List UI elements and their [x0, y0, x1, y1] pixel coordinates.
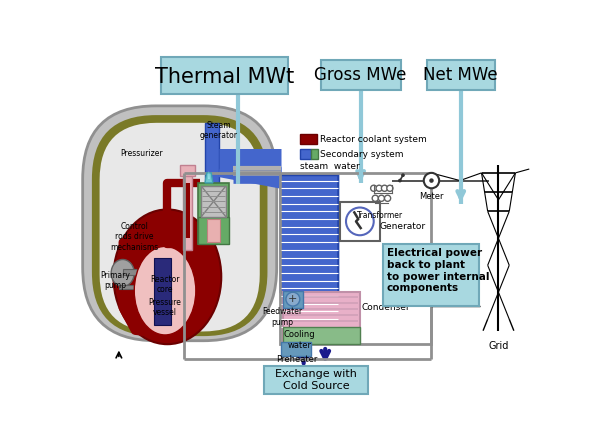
Bar: [283, 292, 360, 342]
Bar: [119, 285, 140, 289]
Text: Electrical power
back to plant
to power internal
components: Electrical power back to plant to power …: [387, 248, 490, 293]
Polygon shape: [281, 175, 338, 334]
Text: Cooling
water: Cooling water: [284, 330, 316, 350]
Bar: [205, 123, 219, 184]
Circle shape: [399, 179, 401, 182]
Circle shape: [372, 195, 379, 201]
Bar: [427, 61, 494, 90]
Bar: [179, 165, 195, 176]
Ellipse shape: [111, 260, 134, 286]
FancyBboxPatch shape: [83, 106, 277, 341]
Text: Preheater: Preheater: [276, 355, 317, 363]
Ellipse shape: [134, 246, 196, 335]
Ellipse shape: [113, 210, 221, 344]
Bar: [183, 173, 192, 250]
Bar: [280, 173, 431, 344]
Bar: [300, 149, 311, 159]
Circle shape: [385, 195, 391, 201]
Text: Meter: Meter: [419, 192, 444, 201]
Polygon shape: [205, 173, 213, 183]
Text: Reactor
core: Reactor core: [150, 275, 180, 294]
Text: Control
rods drive
mechanisms: Control rods drive mechanisms: [110, 222, 158, 252]
Text: Transformer: Transformer: [357, 211, 403, 220]
Text: Gross MWe: Gross MWe: [314, 66, 407, 84]
Text: Primary
pump: Primary pump: [100, 271, 130, 290]
Circle shape: [371, 185, 377, 191]
FancyBboxPatch shape: [100, 123, 260, 331]
Circle shape: [382, 185, 388, 191]
Circle shape: [286, 292, 300, 306]
Circle shape: [424, 173, 439, 188]
Bar: [383, 244, 479, 306]
Text: Exchange with
Cold Source: Exchange with Cold Source: [275, 369, 357, 391]
Circle shape: [402, 174, 404, 176]
Circle shape: [430, 179, 433, 182]
Circle shape: [387, 185, 393, 191]
Bar: [283, 327, 360, 344]
Text: Feedwater
pump: Feedwater pump: [262, 307, 302, 326]
Text: Generator: Generator: [380, 222, 426, 231]
Text: Steam
generator: Steam generator: [200, 121, 238, 140]
Text: Grid: Grid: [488, 341, 509, 351]
Text: Reactor coolant system: Reactor coolant system: [320, 135, 427, 144]
Text: Net MWe: Net MWe: [424, 66, 498, 84]
Bar: [300, 134, 317, 145]
Polygon shape: [208, 170, 210, 179]
Bar: [122, 269, 137, 275]
Text: Thermal MWt: Thermal MWt: [155, 66, 294, 87]
FancyBboxPatch shape: [92, 115, 268, 336]
Bar: [154, 258, 171, 325]
Circle shape: [376, 185, 382, 191]
Bar: [208, 219, 220, 242]
Bar: [340, 202, 380, 241]
Circle shape: [346, 207, 374, 235]
Bar: [322, 61, 401, 90]
Bar: [201, 186, 226, 217]
Text: Pressurizer: Pressurizer: [120, 149, 163, 158]
Bar: [281, 342, 311, 356]
Bar: [265, 366, 368, 394]
Bar: [198, 217, 229, 244]
Text: Secondary system: Secondary system: [320, 150, 403, 159]
Bar: [198, 183, 229, 244]
Circle shape: [379, 195, 385, 201]
Bar: [161, 58, 288, 95]
Text: Condenser: Condenser: [361, 303, 410, 312]
Bar: [283, 291, 303, 308]
Bar: [185, 183, 190, 238]
Bar: [311, 149, 317, 159]
Text: steam  water: steam water: [300, 162, 359, 171]
Text: +: +: [288, 294, 298, 304]
Text: Pressure
vessel: Pressure vessel: [149, 298, 181, 317]
